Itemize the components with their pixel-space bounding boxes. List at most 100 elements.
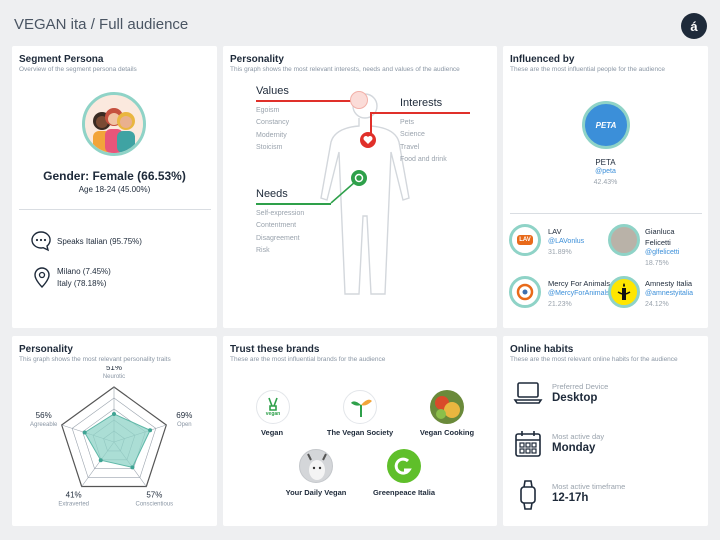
brain-icon [350,91,368,109]
needs-title: Needs [256,188,288,200]
timeframe-label: Most active timeframe [552,482,626,491]
card-title: Online habits [510,344,574,355]
influencer-avatar-lav[interactable]: LAV [509,224,541,256]
brand-logo-vegan-society[interactable] [343,390,377,424]
brand-logo-greenpeace[interactable] [387,449,421,483]
personality-radar-chart: 51% Neurotic 69% Open 57% Conscientious 41% Ext… [30,366,192,507]
influencer-handle-link[interactable]: @LAVonlus [548,238,585,245]
influencer-name: LAV [548,227,562,236]
card-subtitle: This graph shows the most relevant perso… [19,356,171,363]
influencer-handle-link[interactable]: @MercyForAnimals [548,290,610,297]
radar-trait-label: Neurotic [103,374,125,380]
influencer-avatar-mercy[interactable] [509,276,541,308]
influencer-avatar-gianluca[interactable] [608,224,640,256]
list-item: Risk [256,246,270,254]
values-connector [256,100,360,102]
influencer-handle-link[interactable]: @glfelicetti [645,249,680,256]
influencer-name: Gianluca [645,227,675,236]
speech-bubble-icon [30,230,52,257]
card-subtitle: This graph shows the most relevant inter… [230,66,460,73]
brand-name: Vegan [260,428,284,437]
persona-gender: Gender: Female (66.53%) [43,169,186,183]
card-subtitle: Overview of the segment persona details [19,66,137,73]
card-title: Segment Persona [19,54,104,65]
v-hand-icon [268,397,278,411]
watch-icon [520,480,536,510]
interests-connector [370,112,470,114]
radar-trait-pct: 69% [176,411,192,420]
device-label: Preferred Device [552,382,609,391]
day-value: Monday [552,442,596,454]
radar-grid-ring [60,386,168,488]
card-subtitle: These are the most influential brands fo… [230,356,386,363]
influencer-name-line2: Felicetti [645,238,671,247]
radar-trait-label: Open [177,422,192,428]
heart-icon [360,132,376,148]
list-item: Modernity [256,131,287,139]
card-title: Influenced by [510,54,575,65]
persona-country: Italy (78.18%) [57,279,107,288]
influencer-name: Mercy For Animals [548,279,611,288]
needs-icon [351,170,367,186]
radar-point [148,428,153,433]
list-item: Disagreement [256,234,300,242]
goat-icon [307,453,327,480]
brand-name: Vegan Cooking [419,428,475,437]
influencer-handle-link[interactable]: @amnestyitalia [645,290,693,297]
influencer-avatar-peta[interactable]: PETA [582,101,630,149]
radar-trait-pct: 56% [36,411,52,420]
food-photo [435,396,460,419]
timeframe-value: 12-17h [552,492,589,504]
card-subtitle: These are the most influential people fo… [510,66,666,73]
list-item: Science [400,131,425,139]
list-item: Food and drink [400,155,447,163]
list-item: Self-expression [256,210,305,217]
radar-trait-label: Conscientious [135,501,173,507]
laptop-icon [513,382,543,404]
radar-trait-pct: 57% [146,490,162,499]
greenpeace-g-icon [394,457,412,475]
persona-city: Milano (7.45%) [57,267,111,276]
day-label: Most active day [552,432,605,441]
list-item: Constancy [256,119,290,127]
online-habits-card: Online habits These are the most relevan… [503,336,708,526]
brand-logo-vegan[interactable]: vegan [256,390,290,424]
influencer-pct: 42.43% [593,179,618,186]
page-title: VEGAN ita / Full audience [14,16,189,33]
influencer-pct: 24.12% [645,301,669,308]
brand-name: Your Daily Vegan [285,488,347,497]
peta-logo-text: PETA [595,120,617,130]
candle-icon [617,283,631,300]
values-title: Values [256,85,289,97]
persona-avatar [82,92,146,156]
needs-connector [256,203,331,205]
sprout-icon [351,399,372,417]
lav-logo: LAV [517,235,533,245]
app-logo-button[interactable]: á [681,13,707,39]
interests-title: Interests [400,97,443,109]
radar-trait-pct: 41% [66,490,82,499]
influencer-name: PETA [595,158,616,167]
radar-point [130,465,135,470]
brand-name: The Vegan Society [326,428,394,437]
list-item: Stoicism [256,143,283,151]
needs-connector-diagonal [330,181,356,204]
brand-logo-text: vegan [265,411,281,417]
brand-logo-your-daily-vegan[interactable] [299,449,333,483]
card-title: Trust these brands [230,344,320,355]
influencer-avatar-amnesty[interactable] [608,276,640,308]
influencer-pct: 31.89% [548,249,572,256]
trust-brands-card: Trust these brands These are the most in… [223,336,497,526]
influencer-pct: 18.75% [645,260,669,267]
card-subtitle: These are the most relevant online habit… [510,356,678,363]
influencer-handle-link[interactable]: @peta [595,168,616,175]
divider [19,209,211,210]
list-item: Egoism [256,107,280,114]
brand-name: Greenpeace Italia [372,488,436,497]
radar-trait-pct: 51% [106,366,122,372]
divider [510,213,702,214]
location-pin-icon [32,266,52,295]
brand-logo-vegan-cooking[interactable] [430,390,464,424]
radar-point [112,411,116,416]
card-title: Personality [19,344,73,355]
